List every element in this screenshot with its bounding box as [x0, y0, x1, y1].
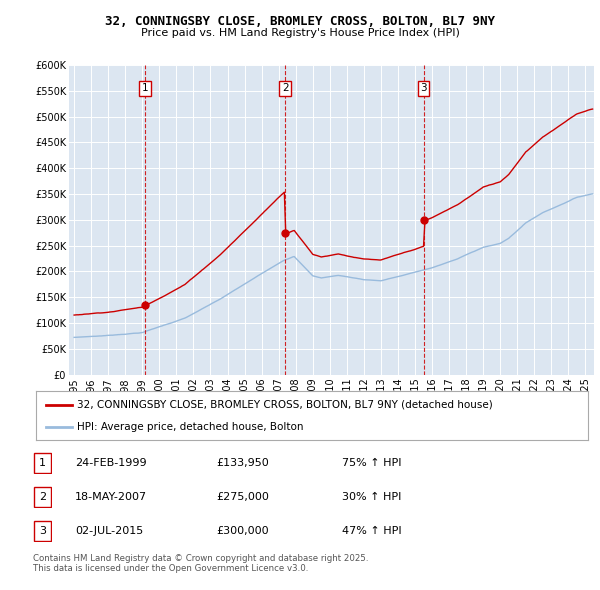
Text: 3: 3 — [39, 526, 46, 536]
Text: 2: 2 — [39, 492, 46, 502]
Text: 75% ↑ HPI: 75% ↑ HPI — [342, 458, 401, 468]
Text: 24-FEB-1999: 24-FEB-1999 — [75, 458, 146, 468]
Text: 47% ↑ HPI: 47% ↑ HPI — [342, 526, 401, 536]
Text: 18-MAY-2007: 18-MAY-2007 — [75, 492, 147, 502]
Text: 02-JUL-2015: 02-JUL-2015 — [75, 526, 143, 536]
Text: 2: 2 — [282, 83, 289, 93]
Text: 32, CONNINGSBY CLOSE, BROMLEY CROSS, BOLTON, BL7 9NY (detached house): 32, CONNINGSBY CLOSE, BROMLEY CROSS, BOL… — [77, 399, 493, 409]
Text: 1: 1 — [39, 458, 46, 468]
Text: 32, CONNINGSBY CLOSE, BROMLEY CROSS, BOLTON, BL7 9NY: 32, CONNINGSBY CLOSE, BROMLEY CROSS, BOL… — [105, 15, 495, 28]
Text: 30% ↑ HPI: 30% ↑ HPI — [342, 492, 401, 502]
Text: 3: 3 — [420, 83, 427, 93]
Text: £300,000: £300,000 — [216, 526, 269, 536]
Text: £275,000: £275,000 — [216, 492, 269, 502]
Text: HPI: Average price, detached house, Bolton: HPI: Average price, detached house, Bolt… — [77, 422, 304, 432]
Text: Contains HM Land Registry data © Crown copyright and database right 2025.
This d: Contains HM Land Registry data © Crown c… — [33, 554, 368, 573]
Text: 1: 1 — [142, 83, 148, 93]
Text: £133,950: £133,950 — [216, 458, 269, 468]
Text: Price paid vs. HM Land Registry's House Price Index (HPI): Price paid vs. HM Land Registry's House … — [140, 28, 460, 38]
